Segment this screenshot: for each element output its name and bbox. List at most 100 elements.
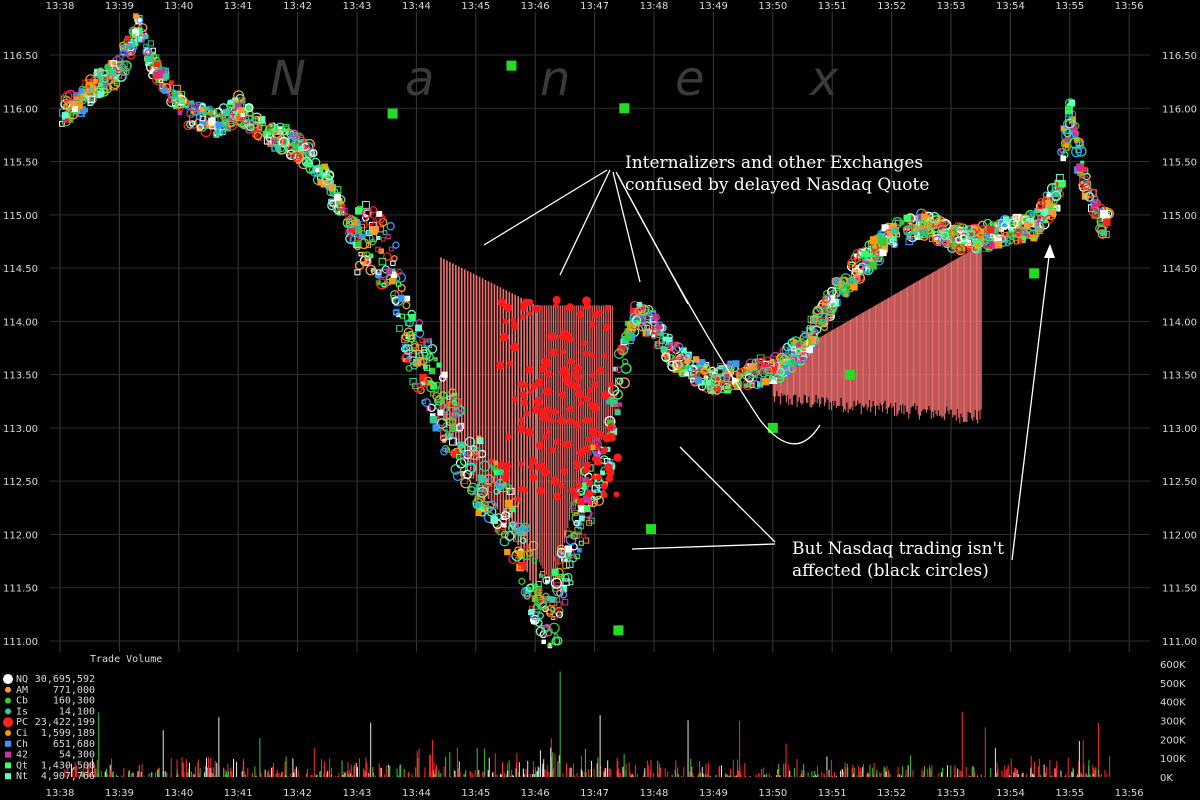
spread-bar [883, 300, 885, 404]
trade-point [417, 358, 425, 366]
trade-point [265, 124, 276, 135]
y-tick-label-left: 114.50 [3, 264, 38, 275]
trade-point [750, 369, 759, 378]
trade-point [476, 486, 489, 499]
trade-point [694, 369, 701, 376]
trade-point [1050, 190, 1062, 202]
trade-point [865, 265, 870, 270]
trade-point [392, 310, 399, 316]
trade-point [305, 164, 316, 174]
trade-point [548, 642, 553, 647]
trade-point [600, 470, 605, 476]
spread-bar [809, 342, 811, 408]
spread-bar [859, 314, 861, 404]
trade-point [1097, 220, 1104, 227]
trade-point [534, 619, 543, 627]
spread-bar [979, 245, 981, 420]
spread-bar [968, 251, 970, 413]
spread-bar [840, 325, 842, 398]
spread-bar [812, 341, 814, 406]
spread-bar [858, 314, 860, 405]
spread-bar [890, 296, 892, 404]
trade-point [535, 581, 542, 588]
trade-point [1014, 239, 1019, 245]
trade-point [576, 547, 582, 553]
trade-point [582, 296, 591, 306]
trade-point [328, 184, 337, 192]
spread-bar [947, 263, 949, 412]
trade-point [1007, 218, 1019, 229]
trade-point [477, 485, 485, 492]
y-tick-label-right: 116.00 [1162, 104, 1197, 115]
spread-bar [813, 340, 815, 405]
volume-tick-label: 0K [1160, 773, 1173, 784]
trade-point [850, 283, 858, 291]
trade-point [849, 277, 854, 283]
spread-bar [845, 322, 847, 411]
spread-bar [817, 338, 819, 399]
trade-point [1060, 155, 1067, 162]
trade-point [864, 240, 875, 251]
trade-point [977, 220, 987, 230]
x-tick-label-bottom: 13:51 [818, 788, 847, 799]
trade-point [390, 271, 398, 278]
spread-bar [449, 261, 451, 434]
trade-point [439, 434, 448, 443]
spread-bar [943, 265, 945, 421]
trade-point [467, 486, 477, 496]
spread-bar [853, 317, 855, 402]
trade-point [429, 416, 437, 424]
trade-point [1075, 141, 1085, 150]
spread-bar [829, 331, 831, 403]
trade-point [424, 340, 433, 349]
trade-point [108, 68, 116, 76]
spread-bar [877, 303, 879, 406]
legend-code: Cb [16, 696, 28, 707]
trade-point [450, 396, 462, 408]
trade-point [652, 314, 658, 320]
trade-point [467, 482, 478, 493]
trade-point [629, 324, 636, 331]
trade-point [376, 269, 382, 275]
trade-point [419, 337, 425, 344]
trade-point [583, 467, 590, 474]
trade-point [1064, 113, 1073, 122]
trade-point [613, 453, 622, 463]
trade-point [562, 578, 570, 586]
spread-bar [880, 301, 882, 406]
trade-point [209, 108, 218, 116]
spread-bar [940, 267, 942, 416]
trade-point [791, 346, 797, 352]
spread-bar [935, 270, 937, 415]
spread-bar [588, 305, 590, 460]
trade-point [503, 470, 511, 478]
spread-bar [475, 275, 478, 482]
trade-point [474, 503, 479, 508]
spread-bar [941, 267, 943, 418]
trade-point [83, 107, 89, 113]
spread-bar [905, 287, 907, 412]
callout-line [483, 169, 608, 246]
trade-point [365, 242, 372, 248]
trade-point [548, 348, 558, 357]
spread-bar [586, 305, 588, 466]
trade-point [869, 262, 877, 270]
trade-point [174, 97, 186, 109]
trade-point [364, 215, 375, 226]
trade-point [1024, 222, 1031, 229]
trade-point [523, 410, 530, 417]
trade-point [674, 360, 683, 370]
trade-point [584, 505, 591, 513]
volume-tick-label: 200K [1160, 735, 1186, 746]
x-tick-label-top: 13:52 [877, 1, 906, 12]
spread-bar [808, 343, 810, 397]
spread-bar [866, 310, 868, 411]
trade-point [441, 371, 448, 378]
trade-point [634, 314, 646, 327]
spread-bar [505, 290, 508, 524]
trade-point [409, 378, 417, 386]
trade-point [180, 97, 188, 105]
trade-point [708, 374, 716, 383]
trade-point [413, 382, 424, 393]
trade-point [1028, 210, 1035, 217]
